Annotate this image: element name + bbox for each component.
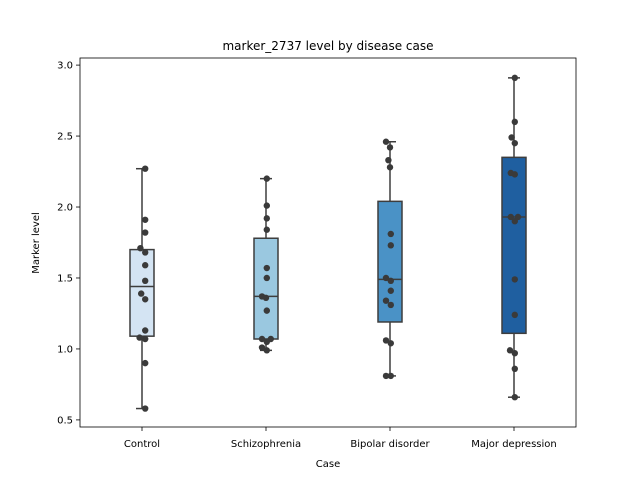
x-axis-label: Case xyxy=(316,459,340,470)
data-point xyxy=(511,350,518,357)
data-point xyxy=(142,359,149,367)
data-point xyxy=(136,334,143,341)
data-point xyxy=(262,294,270,302)
data-point xyxy=(386,144,394,151)
data-point xyxy=(511,118,518,126)
data-point xyxy=(142,296,149,303)
box-3 xyxy=(501,156,527,335)
y-tick-label: 0.5 xyxy=(57,415,73,426)
data-point xyxy=(387,340,394,347)
axes-frame xyxy=(79,57,577,428)
data-point xyxy=(142,249,149,256)
x-tick-label: Schizophrenia xyxy=(231,439,301,450)
data-point xyxy=(142,216,149,223)
data-point xyxy=(258,335,266,343)
data-point xyxy=(511,139,518,147)
data-point xyxy=(508,134,515,141)
data-point xyxy=(387,277,394,285)
data-point xyxy=(507,213,514,221)
plot-area: 0.5 1.0 1.5 2.0 2.5 3.0 Control Schizophrenia Bi… xyxy=(57,57,577,450)
data-point xyxy=(137,244,144,252)
data-point xyxy=(263,202,270,209)
y-axis-label: Marker level xyxy=(31,212,42,274)
data-point xyxy=(263,226,270,233)
data-point xyxy=(511,74,518,82)
y-tick-label: 3.0 xyxy=(57,61,73,72)
data-point xyxy=(142,262,149,269)
data-point xyxy=(506,347,514,354)
data-point xyxy=(263,347,270,354)
y-tick-label: 2.5 xyxy=(57,132,73,143)
data-point xyxy=(511,171,518,178)
data-point xyxy=(263,264,270,272)
x-tick-label: Bipolar disorder xyxy=(350,439,430,450)
data-point xyxy=(263,307,270,314)
box-1 xyxy=(253,237,279,340)
data-point xyxy=(142,165,149,172)
y-tick-label: 2.0 xyxy=(57,203,73,214)
y-tick-label: 1.5 xyxy=(57,273,73,284)
data-point xyxy=(386,164,394,171)
data-point xyxy=(382,297,390,304)
data-point xyxy=(514,213,522,221)
data-point xyxy=(387,372,394,380)
data-point xyxy=(263,215,270,222)
x-tick-label: Control xyxy=(124,439,160,450)
data-point xyxy=(267,335,274,343)
data-point xyxy=(382,337,390,344)
data-point xyxy=(387,242,394,249)
data-point xyxy=(142,335,149,343)
data-point xyxy=(142,327,149,334)
data-point xyxy=(263,274,270,282)
data-point xyxy=(382,274,390,282)
chart-title: marker_2737 level by disease case xyxy=(222,39,433,53)
data-point xyxy=(258,344,266,351)
data-point xyxy=(511,365,518,373)
data-point xyxy=(142,277,149,285)
data-point xyxy=(142,405,149,412)
data-point xyxy=(387,230,394,238)
data-point xyxy=(382,372,390,380)
data-point xyxy=(387,287,394,294)
data-point xyxy=(387,301,394,309)
data-point xyxy=(138,290,145,297)
x-tick-label: Major depression xyxy=(471,439,557,450)
data-point xyxy=(382,138,390,145)
data-point xyxy=(511,393,518,401)
data-point xyxy=(142,229,149,236)
data-point xyxy=(511,311,518,319)
data-point xyxy=(385,156,392,164)
y-tick-label: 1.0 xyxy=(57,344,73,355)
data-point xyxy=(263,175,270,182)
data-point xyxy=(511,276,518,283)
